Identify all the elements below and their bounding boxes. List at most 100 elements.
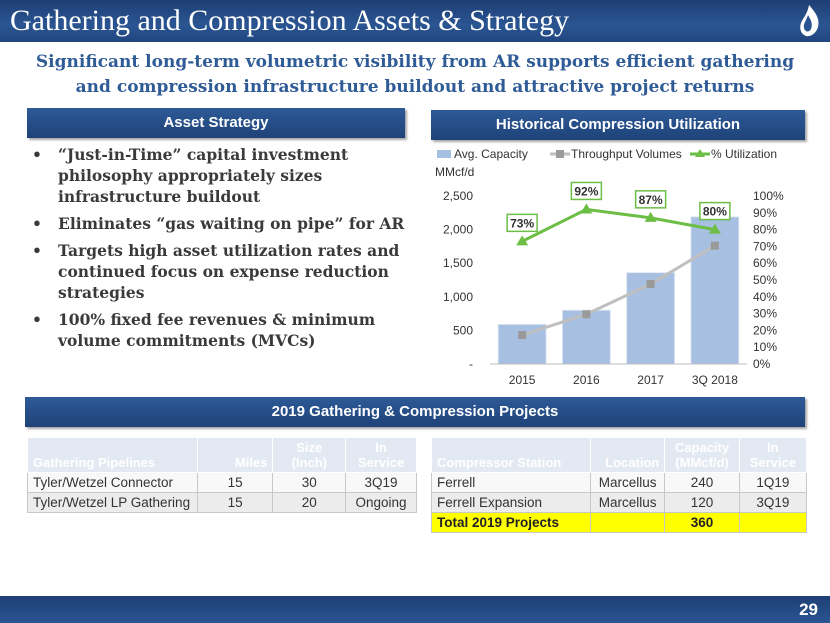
col-gathering-pipelines: Gathering Pipelines [27,437,198,473]
bullet-item: • “Just-in-Time” capital investment philo… [30,144,415,207]
table-row: Ferrell Marcellus 240 1Q19 [431,472,808,493]
strategy-bullet-list: • “Just-in-Time” capital investment philo… [30,144,415,357]
cell: 120 [664,492,740,513]
x-tick-label: 3Q 2018 [692,373,738,387]
bullet-text: 100% fixed fee revenues & minimum volume… [58,310,376,350]
utilization-line [521,207,716,243]
data-label: 80% [703,205,727,219]
bullet-icon: • [32,214,42,233]
col-miles: Miles [196,437,274,473]
utilization-point [580,203,593,214]
y-tick-label: 2,000 [443,223,473,237]
data-label: 73% [510,216,534,230]
bullet-item: • Targets high asset utilization rates an… [30,240,415,303]
cell: 360 [664,512,740,533]
data-label-box [506,213,538,233]
legend-marker [556,150,564,158]
y2-tick-label: 90% [753,206,777,220]
y2-tick-label: 30% [753,307,777,321]
subtitle: Significant long-term volumetric visibil… [0,50,830,100]
throughput-line [521,244,716,337]
data-label-box [699,201,731,221]
legend-label: Throughput Volumes [571,147,682,161]
page-number: 29 [799,600,818,619]
x-tick-label: 2015 [509,373,536,387]
pipelines-table: Gathering Pipelines Miles Size (Inch) In… [27,437,417,513]
compression-heading: Historical Compression Utilization [431,110,805,140]
data-label: 92% [574,184,598,198]
cell: 240 [664,472,740,493]
y-tick-label: 500 [453,323,473,337]
subtitle-line-1: Significant long-term volumetric visibil… [35,52,795,72]
y2-tick-label: 50% [753,273,777,287]
compression-utilization-chart: Avg. Capacity Throughput Volumes % Utiliza… [435,147,784,387]
legend-marker [695,149,705,157]
cell: 15 [196,492,274,513]
utilization-point [644,211,657,222]
compressor-table: Compressor Station Location Capacity (MM… [431,437,808,533]
col-compressor-station: Compressor Station [431,437,591,473]
y2-tick-label: 60% [753,256,777,270]
bullet-text: Eliminates “gas waiting on pipe” for AR [58,214,405,233]
data-label-box [570,181,603,201]
throughput-point [582,310,591,319]
table-row: Tyler/Wetzel Connector 15 30 3Q19 [27,472,417,493]
total-row: Total 2019 Projects 360 [431,512,808,533]
cell: 15 [196,472,274,493]
utilization-point [516,235,529,246]
asset-strategy-heading: Asset Strategy [27,108,405,138]
cell: Tyler/Wetzel LP Gathering [27,492,198,513]
subtitle-line-2: and compression infrastructure buildout … [75,77,755,97]
y2-tick-label: 0% [753,357,771,371]
table-header-row: Gathering Pipelines Miles Size (Inch) In… [27,437,417,473]
footer-bar: 29 [0,596,830,623]
page-title: Gathering and Compression Assets & Strat… [10,4,570,37]
cell: Marcellus [589,492,666,513]
title-bar: Gathering and Compression Assets & Strat… [0,0,830,42]
x-tick-label: 2016 [573,373,600,387]
legend-swatch [437,150,451,158]
bullet-icon: • [32,241,42,260]
bar [690,216,740,365]
y2-tick-label: 10% [753,340,777,354]
cell: Ongoing [345,492,417,513]
projects-heading: 2019 Gathering & Compression Projects [25,397,805,427]
y2-tick-label: 40% [753,290,777,304]
col-location: Location [589,437,666,473]
table-header-row: Compressor Station Location Capacity (MM… [431,437,808,473]
cell: Tyler/Wetzel Connector [27,472,198,493]
cell: Ferrell Expansion [431,492,591,513]
data-label-box [634,190,667,209]
cell: 3Q19 [345,472,417,493]
x-tick-label: 2017 [637,373,664,387]
col-size: Size (Inch) [272,437,347,473]
y-tick-label: 2,500 [443,189,473,203]
y2-tick-label: 70% [753,239,777,253]
y-tick-label: 1,500 [443,256,473,270]
bullet-text: “Just-in-Time” capital investment philos… [58,145,349,206]
y2-tick-label: 100% [753,189,784,203]
bullet-item: • 100% fixed fee revenues & minimum volum… [30,309,415,351]
cell: 1Q19 [738,472,808,493]
cell: 20 [272,492,347,513]
table-row: Tyler/Wetzel LP Gathering 15 20 Ongoing [27,492,417,513]
y2-tick-label: 80% [753,223,777,237]
cell: Marcellus [589,472,666,493]
bullet-item: • Eliminates “gas waiting on pipe” for AR [30,213,415,234]
y-tick-label: 1,000 [443,290,473,304]
cell: 30 [272,472,347,493]
throughput-point [646,280,655,289]
y-axis-label: MMcf/d [435,165,474,179]
table-row: Ferrell Expansion Marcellus 120 3Q19 [431,492,808,513]
legend-label: Avg. Capacity [454,147,528,161]
legend-label: % Utilization [711,147,777,161]
bar [561,309,611,365]
bullet-text: Targets high asset utilization rates and… [58,241,400,302]
throughput-point [710,241,719,250]
col-capacity: Capacity (MMcf/d) [664,437,740,473]
cell [738,512,808,533]
col-in-service: In Service [345,437,417,473]
throughput-point [518,331,527,340]
cell: 3Q19 [738,492,808,513]
cell: Total 2019 Projects [431,512,591,533]
